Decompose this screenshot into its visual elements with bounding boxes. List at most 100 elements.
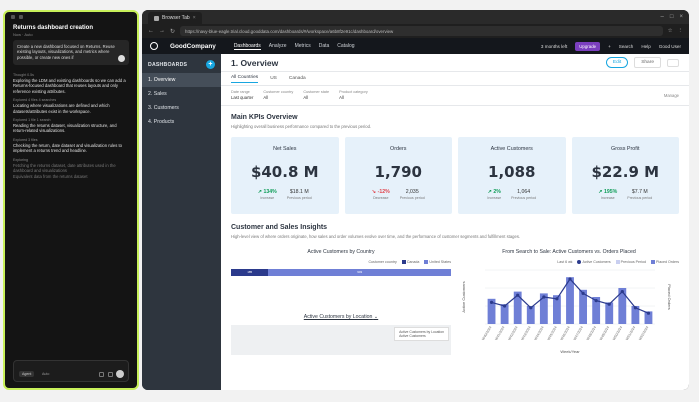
close-tab-icon[interactable]: × — [192, 15, 196, 21]
send-icon[interactable] — [116, 370, 124, 378]
bar[interactable] — [526, 306, 535, 325]
bar[interactable] — [487, 298, 496, 325]
tab-canada[interactable]: Canada — [288, 76, 306, 81]
nav-dashboards[interactable]: Dashboards — [233, 42, 261, 50]
nav-analyze[interactable]: Analyze — [268, 42, 287, 49]
data-point[interactable] — [503, 304, 507, 308]
user-menu[interactable]: Good User — [658, 43, 681, 49]
bar[interactable] — [618, 288, 627, 325]
weekly-chart[interactable]: W40/2024 W41/2024 W42/2024 W43/2024 W44/2024… — [459, 264, 673, 354]
data-point[interactable] — [516, 293, 520, 297]
filter-customer-country[interactable]: Customer country All — [263, 90, 293, 101]
legend-item[interactable]: Last 6 wk — [557, 260, 572, 264]
maximize-icon[interactable]: □ — [669, 14, 674, 20]
kpi-gross-profit[interactable]: Gross Profit $22.9 M ↗ 195% Increase $7.7… — [571, 137, 679, 214]
window-controls: – □ × — [661, 14, 683, 20]
tab-all-countries[interactable]: All Countries — [231, 75, 259, 83]
kpi-orders[interactable]: Orders 1,790 ↘ -12% Decrease 2,035 Previou… — [344, 137, 452, 214]
legend-item[interactable]: Active Customers — [577, 260, 611, 265]
legend-item[interactable]: Canada — [401, 260, 419, 265]
data-point[interactable] — [607, 302, 611, 306]
data-point[interactable] — [620, 290, 624, 294]
data-point[interactable] — [581, 291, 585, 296]
history-icon[interactable] — [19, 15, 23, 19]
filter-date-range[interactable]: Date range Last quarter — [231, 90, 253, 101]
filter-product-category[interactable]: Product category All — [339, 90, 368, 101]
step-label: Explored 3 files — [13, 137, 38, 142]
bar[interactable] — [500, 304, 509, 325]
minimize-icon[interactable]: – — [660, 14, 664, 20]
data-point[interactable] — [555, 297, 559, 301]
bar[interactable] — [592, 297, 601, 325]
sidebar-item-customers[interactable]: 3. Customers — [148, 105, 179, 111]
edit-button[interactable]: Edit — [605, 57, 629, 68]
bar[interactable] — [605, 302, 614, 325]
bar[interactable] — [539, 293, 548, 325]
nav-catalog[interactable]: Catalog — [337, 42, 355, 49]
share-button[interactable]: Share — [634, 57, 661, 68]
nav-data[interactable]: Data — [318, 42, 330, 49]
brand-name[interactable]: GoodCompany — [170, 42, 216, 50]
data-point[interactable] — [594, 299, 598, 303]
kpi-previous: $18.1 M — [289, 189, 309, 195]
data-point[interactable] — [489, 300, 494, 305]
kpi-active-customers[interactable]: Active Customers 1,088 ↗ 2% Increase 1,06… — [458, 137, 566, 214]
url-input[interactable]: https://navy-blue-eagle.trial.cloud.good… — [180, 26, 663, 36]
brand-logo-icon[interactable] — [150, 42, 158, 50]
help-button[interactable]: Help — [641, 43, 651, 49]
bar[interactable] — [644, 311, 653, 325]
tab-us[interactable]: US — [270, 76, 277, 81]
image-icon[interactable] — [99, 372, 104, 377]
bar[interactable] — [631, 306, 640, 325]
data-point[interactable] — [633, 306, 637, 310]
search-button[interactable]: Search — [618, 43, 634, 49]
sidebar-item-products[interactable]: 4. Products — [148, 119, 175, 125]
x-tick-label: W47/2024 — [573, 325, 584, 340]
browser-actions: ☆ ⋮ — [668, 28, 683, 34]
panel-icon[interactable] — [11, 15, 15, 19]
add-icon[interactable]: + — [608, 43, 611, 49]
more-options-button[interactable] — [667, 58, 679, 67]
page-title: 1. Overview — [231, 57, 279, 68]
location-map[interactable]: Active Customers by Location Active Cust… — [231, 325, 451, 356]
close-window-icon[interactable]: × — [679, 14, 683, 20]
legend-item[interactable]: United States — [424, 260, 451, 265]
location-chart-title[interactable]: Active Customers by Location ⌄ — [231, 314, 451, 320]
forward-icon[interactable]: → — [159, 28, 165, 34]
chart-title: Active Customers by Country — [307, 249, 375, 255]
chat-input[interactable]: Agent Auto — [13, 360, 129, 382]
filter-customer-state[interactable]: Customer state All — [303, 90, 329, 101]
stop-icon[interactable] — [118, 55, 125, 62]
upgrade-button[interactable]: Upgrade — [575, 41, 601, 51]
bar[interactable] — [553, 295, 561, 325]
extensions-icon[interactable]: ⋮ — [677, 28, 684, 34]
bar[interactable] — [579, 289, 587, 325]
bar[interactable] — [513, 291, 522, 325]
kpi-net-sales[interactable]: Net Sales $40.8 M ↗ 134% Increase $18.1 M… — [231, 137, 339, 214]
model-selector[interactable]: Auto — [42, 372, 50, 376]
legend-item[interactable]: Previous Period — [615, 260, 646, 265]
attach-icon[interactable] — [108, 372, 113, 377]
bar[interactable] — [566, 277, 574, 325]
legend-item[interactable]: Placed Orders — [651, 260, 679, 265]
back-icon[interactable]: ← — [148, 28, 154, 34]
filter-manage-link[interactable]: Manage — [663, 93, 679, 98]
data-point[interactable] — [646, 311, 651, 315]
bar-segment[interactable]: 185 — [231, 269, 269, 277]
mode-selector[interactable]: Agent — [19, 371, 35, 377]
data-point[interactable] — [529, 306, 533, 310]
data-point[interactable] — [542, 295, 546, 299]
bar-segment[interactable]: 903 — [268, 269, 451, 277]
reload-icon[interactable]: ↻ — [170, 28, 176, 35]
browser-tab[interactable]: Browser Tab × — [148, 12, 202, 24]
sidebar-item-overview[interactable]: 1. Overview — [142, 73, 221, 87]
filter-label: Date range — [231, 90, 250, 94]
nav-metrics[interactable]: Metrics — [294, 42, 311, 49]
bookmark-icon[interactable]: ☆ — [667, 28, 673, 34]
data-point[interactable] — [568, 277, 572, 281]
sidebar-item-sales[interactable]: 2. Sales — [148, 91, 167, 97]
dashboard-tabs: All Countries US Canada — [221, 72, 689, 86]
add-dashboard-button[interactable]: + — [206, 60, 215, 69]
y-axis-label: Active Customers — [461, 281, 466, 312]
stacked-bar[interactable]: 185 903 — [231, 269, 451, 277]
